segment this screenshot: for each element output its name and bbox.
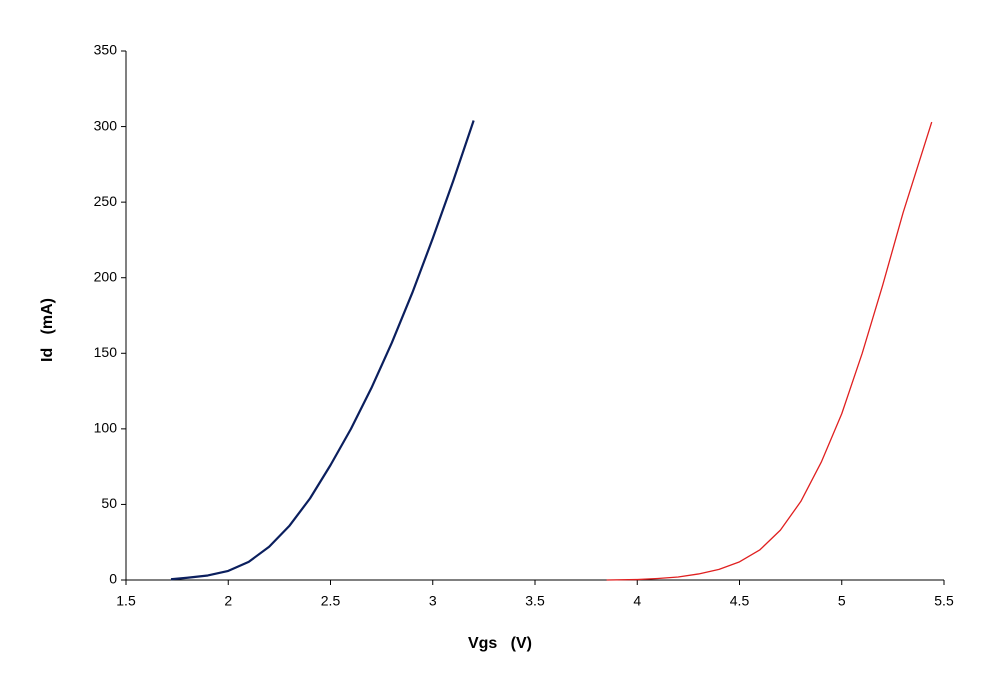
x-tick-label: 4.5 <box>730 593 750 609</box>
y-tick-label: 300 <box>94 117 118 133</box>
series-line <box>170 120 475 581</box>
x-tick-label: 3 <box>429 593 437 609</box>
y-tick-label: 250 <box>94 193 118 209</box>
x-tick-label: 5 <box>838 593 846 609</box>
y-tick-label: 150 <box>94 344 118 360</box>
x-tick-label: 5.5 <box>934 593 954 609</box>
x-tick-label: 2 <box>224 593 232 609</box>
x-tick-label: 2.5 <box>321 593 341 609</box>
x-tick-label: 3.5 <box>525 593 545 609</box>
y-tick-label: 350 <box>94 42 118 58</box>
y-tick-label: 0 <box>109 571 117 587</box>
series-line <box>606 121 933 581</box>
y-tick-label: 200 <box>94 268 118 284</box>
x-tick-label: 4 <box>633 593 641 609</box>
y-tick-label: 50 <box>101 495 117 511</box>
y-axis-title: Id (mA) <box>39 298 56 362</box>
y-tick-label: 100 <box>94 420 118 436</box>
x-axis-title: Vgs (V) <box>468 635 532 652</box>
x-tick-label: 1.5 <box>116 593 136 609</box>
